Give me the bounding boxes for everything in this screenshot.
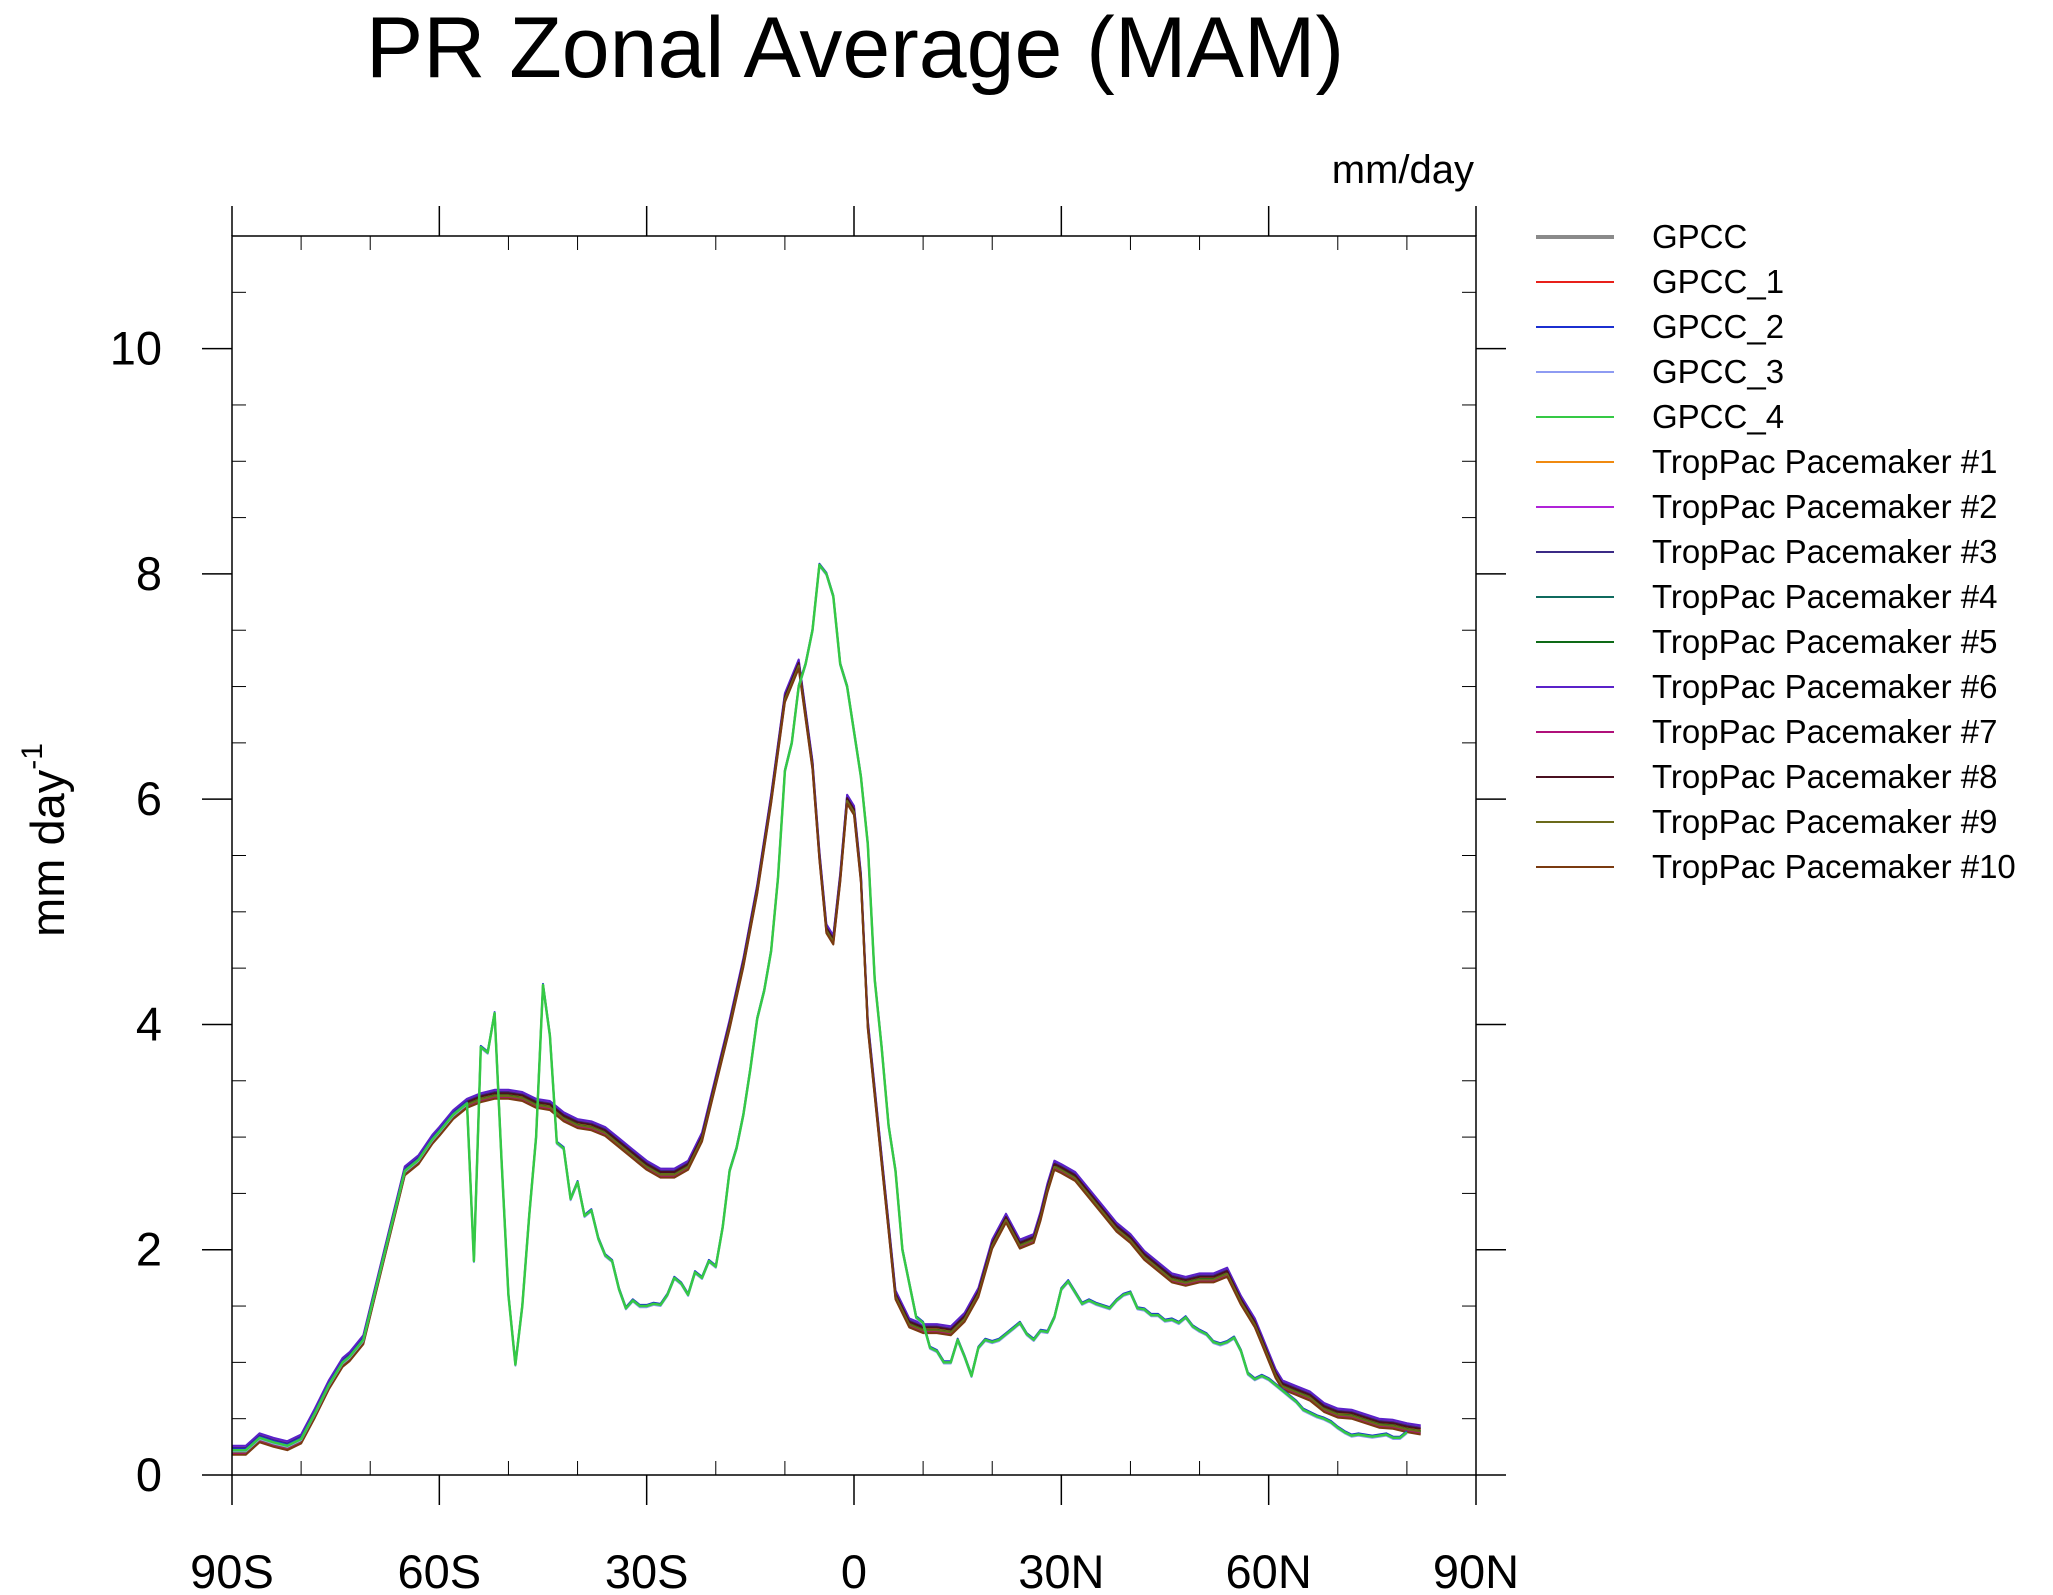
- legend-swatch: [1536, 550, 1614, 553]
- legend-item: TropPac Pacemaker #2: [1536, 484, 2016, 529]
- y-tick-label: 0: [136, 1448, 162, 1501]
- legend-label: TropPac Pacemaker #7: [1652, 712, 1998, 750]
- legend-label: TropPac Pacemaker #5: [1652, 622, 1998, 660]
- legend-label: TropPac Pacemaker #1: [1652, 442, 1998, 480]
- legend-label: TropPac Pacemaker #3: [1652, 532, 1998, 570]
- legend-swatch: [1536, 730, 1614, 733]
- legend-item: TropPac Pacemaker #1: [1536, 439, 2016, 484]
- legend-swatch: [1536, 325, 1614, 328]
- legend-item: GPCC: [1536, 214, 2016, 259]
- legend-label: TropPac Pacemaker #2: [1652, 487, 1998, 525]
- legend-item: TropPac Pacemaker #6: [1536, 664, 2016, 709]
- legend-label: TropPac Pacemaker #8: [1652, 757, 1998, 795]
- legend-swatch: [1536, 820, 1614, 823]
- series-line-gpcc-4: [232, 563, 1408, 1452]
- y-tick-label: 6: [136, 772, 162, 825]
- y-axis-label-superscript: -1: [16, 743, 49, 770]
- legend-label: GPCC_1: [1652, 262, 1785, 300]
- legend-swatch: [1536, 640, 1614, 643]
- legend-swatch: [1536, 415, 1614, 418]
- y-tick-label: 2: [136, 1223, 162, 1276]
- legend-item: TropPac Pacemaker #10: [1536, 844, 2016, 889]
- legend-item: GPCC_1: [1536, 259, 2016, 304]
- legend-item: TropPac Pacemaker #7: [1536, 709, 2016, 754]
- legend-label: TropPac Pacemaker #9: [1652, 802, 1998, 840]
- plot-area: [232, 236, 1476, 1475]
- legend-item: TropPac Pacemaker #9: [1536, 799, 2016, 844]
- tick-labels: 90S 60S 30S 0 30N 60N 90N 0 2 4 6 8 10: [110, 322, 1519, 1595]
- chart-title: PR Zonal Average (MAM): [365, 0, 1345, 96]
- legend-label: TropPac Pacemaker #6: [1652, 667, 1998, 705]
- y-tick-label: 10: [110, 322, 162, 375]
- plot-border: [231, 235, 1477, 1476]
- legend-swatch: [1536, 460, 1614, 463]
- legend-label: GPCC_3: [1652, 352, 1785, 390]
- x-tick-label: 60S: [398, 1545, 482, 1595]
- legend-label: TropPac Pacemaker #10: [1652, 847, 2016, 885]
- y-axis-label: mm day-1: [16, 743, 74, 937]
- legend-swatch: [1536, 595, 1614, 598]
- legend-label: GPCC_4: [1652, 397, 1785, 435]
- legend-swatch: [1536, 505, 1614, 508]
- x-tick-label: 30N: [1018, 1545, 1104, 1595]
- legend-swatch: [1536, 234, 1614, 239]
- legend-swatch: [1536, 775, 1614, 778]
- legend-label: GPCC_2: [1652, 307, 1785, 345]
- y-tick-label: 8: [136, 547, 162, 600]
- x-tick-label: 90N: [1433, 1545, 1519, 1595]
- x-tick-label: 60N: [1226, 1545, 1312, 1595]
- x-tick-label: 30S: [605, 1545, 689, 1595]
- axis-ticks: [202, 206, 1506, 1505]
- series-lines: [232, 562, 1421, 1456]
- legend-item: GPCC_2: [1536, 304, 2016, 349]
- legend-swatch: [1536, 280, 1614, 283]
- legend-item: TropPac Pacemaker #8: [1536, 754, 2016, 799]
- y-tick-label: 4: [136, 997, 162, 1050]
- series-line-troppac-pacemaker-10: [232, 667, 1421, 1456]
- legend-item: GPCC_3: [1536, 349, 2016, 394]
- x-tick-label: 90S: [190, 1545, 274, 1595]
- units-label: mm/day: [1331, 148, 1474, 192]
- legend-swatch: [1536, 865, 1614, 868]
- legend-swatch: [1536, 685, 1614, 688]
- legend-label: GPCC: [1652, 217, 1748, 255]
- y-axis-label-text: mm day: [21, 769, 74, 937]
- legend: GPCC GPCC_1 GPCC_2 GPCC_3 GPCC_4 TropPac Pace…: [1536, 214, 2016, 889]
- legend-item: TropPac Pacemaker #4: [1536, 574, 2016, 619]
- legend-swatch: [1536, 370, 1614, 373]
- x-tick-label: 0: [841, 1545, 867, 1595]
- legend-item: TropPac Pacemaker #5: [1536, 619, 2016, 664]
- legend-item: GPCC_4: [1536, 394, 2016, 439]
- legend-item: TropPac Pacemaker #3: [1536, 529, 2016, 574]
- legend-label: TropPac Pacemaker #4: [1652, 577, 1998, 615]
